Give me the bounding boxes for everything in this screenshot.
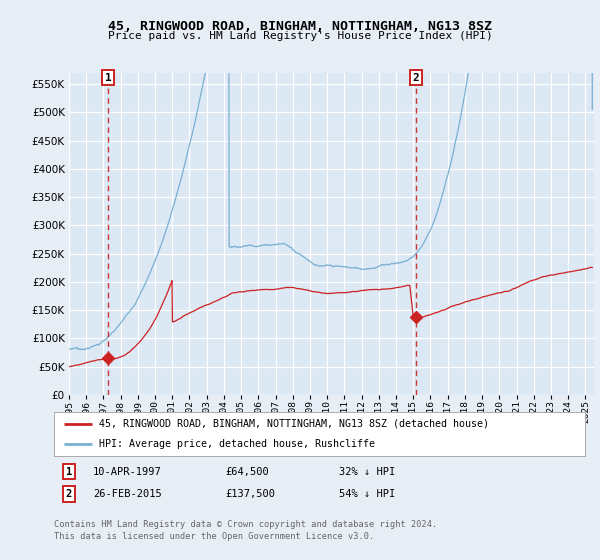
Text: Contains HM Land Registry data © Crown copyright and database right 2024.: Contains HM Land Registry data © Crown c…	[54, 520, 437, 529]
Text: 45, RINGWOOD ROAD, BINGHAM, NOTTINGHAM, NG13 8SZ (detached house): 45, RINGWOOD ROAD, BINGHAM, NOTTINGHAM, …	[99, 419, 489, 429]
Text: 2: 2	[66, 489, 72, 499]
Text: 1: 1	[105, 73, 112, 83]
Text: Price paid vs. HM Land Registry's House Price Index (HPI): Price paid vs. HM Land Registry's House …	[107, 31, 493, 41]
Text: This data is licensed under the Open Government Licence v3.0.: This data is licensed under the Open Gov…	[54, 532, 374, 541]
Text: HPI: Average price, detached house, Rushcliffe: HPI: Average price, detached house, Rush…	[99, 439, 375, 449]
Text: 10-APR-1997: 10-APR-1997	[93, 466, 162, 477]
Text: 2: 2	[412, 73, 419, 83]
Text: 32% ↓ HPI: 32% ↓ HPI	[339, 466, 395, 477]
Text: 1: 1	[66, 466, 72, 477]
Text: £137,500: £137,500	[225, 489, 275, 499]
Text: 54% ↓ HPI: 54% ↓ HPI	[339, 489, 395, 499]
Text: 45, RINGWOOD ROAD, BINGHAM, NOTTINGHAM, NG13 8SZ: 45, RINGWOOD ROAD, BINGHAM, NOTTINGHAM, …	[108, 20, 492, 32]
Text: 26-FEB-2015: 26-FEB-2015	[93, 489, 162, 499]
Text: £64,500: £64,500	[225, 466, 269, 477]
